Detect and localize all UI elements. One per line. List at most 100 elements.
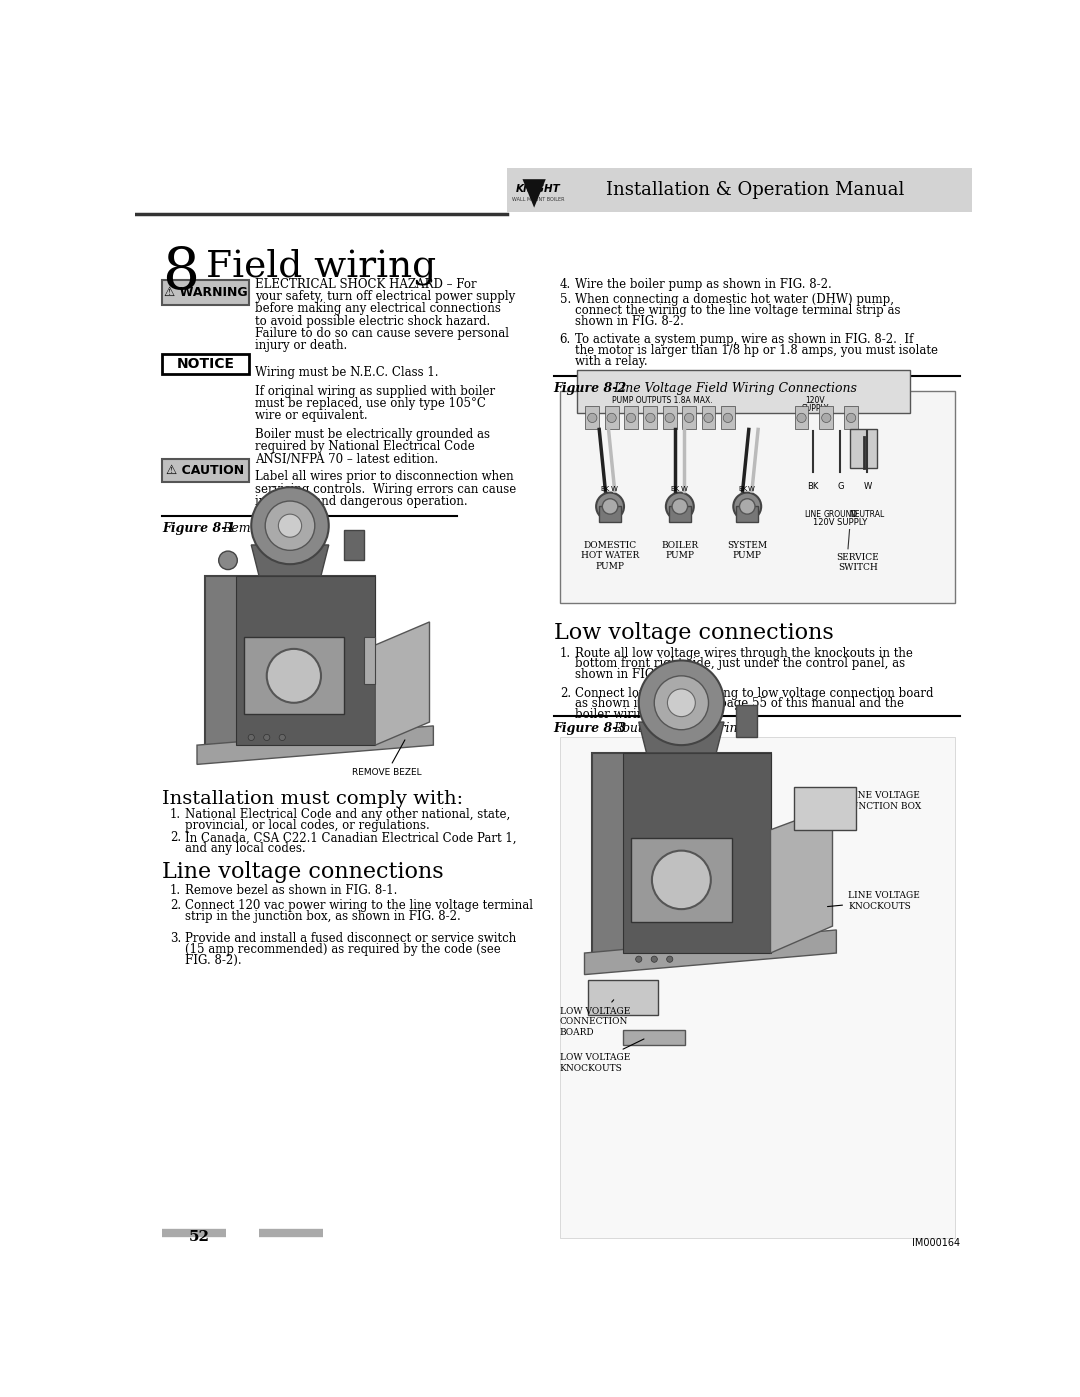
FancyBboxPatch shape [243,637,345,714]
Text: BK: BK [738,486,747,492]
Circle shape [740,499,755,514]
Text: G: G [837,482,843,490]
Text: boiler wiring diagram.: boiler wiring diagram. [576,708,708,721]
Text: SERVICE
SWITCH: SERVICE SWITCH [836,553,879,571]
Circle shape [667,689,696,717]
Text: LOW VOLTAGE
KNOCKOUTS: LOW VOLTAGE KNOCKOUTS [559,1039,644,1073]
Text: shown in FIG. 8-2.: shown in FIG. 8-2. [576,314,684,328]
Circle shape [646,414,656,422]
FancyBboxPatch shape [599,507,621,522]
Text: shown in FIG. 8-3.: shown in FIG. 8-3. [576,668,685,682]
Text: Installation must comply with:: Installation must comply with: [162,789,463,807]
Text: SUPPLY: SUPPLY [801,404,829,414]
Circle shape [654,676,708,729]
Text: Connect 120 vac power wiring to the line voltage terminal: Connect 120 vac power wiring to the line… [186,900,534,912]
Text: WALL MOUNT BOILER: WALL MOUNT BOILER [512,197,564,203]
Text: ⚠ WARNING: ⚠ WARNING [164,286,247,299]
Text: 2.: 2. [170,831,181,844]
Circle shape [248,735,255,740]
Circle shape [279,514,301,538]
FancyBboxPatch shape [585,407,599,429]
Circle shape [665,414,674,422]
Text: as shown in FIG. 8-4 on page 55 of this manual and the: as shown in FIG. 8-4 on page 55 of this … [576,697,904,711]
Text: 1.: 1. [170,884,181,897]
Circle shape [596,493,624,520]
Text: NOTICE: NOTICE [176,358,234,372]
Text: PUMP OUTPUTS 1.8A MAX.: PUMP OUTPUTS 1.8A MAX. [611,395,712,405]
Text: Figure 8-3: Figure 8-3 [554,722,626,735]
Text: 52: 52 [189,1231,210,1245]
Circle shape [264,735,270,740]
Text: W: W [680,486,688,492]
Text: LOW VOLTAGE
CONNECTION
BOARD: LOW VOLTAGE CONNECTION BOARD [559,1000,630,1037]
Polygon shape [375,622,430,745]
FancyBboxPatch shape [589,979,658,1014]
Circle shape [218,550,238,570]
Text: Line voltage connections: Line voltage connections [162,861,444,883]
Text: ELECTRICAL SHOCK HAZARD – For: ELECTRICAL SHOCK HAZARD – For [255,278,476,291]
Text: LINE VOLTAGE
JUNCTION BOX: LINE VOLTAGE JUNCTION BOX [815,791,922,810]
Polygon shape [584,930,836,975]
Text: 2.: 2. [559,686,571,700]
Text: FIG. 8-2).: FIG. 8-2). [186,954,242,967]
Text: and any local codes.: and any local codes. [186,842,306,855]
Circle shape [704,414,713,422]
Circle shape [607,414,617,422]
Polygon shape [197,726,433,764]
Circle shape [685,414,693,422]
FancyBboxPatch shape [592,753,770,953]
Text: W: W [748,486,755,492]
Text: wire or equivalent.: wire or equivalent. [255,409,368,422]
FancyBboxPatch shape [663,407,677,429]
Text: Wire the boiler pump as shown in FIG. 8-2.: Wire the boiler pump as shown in FIG. 8-… [576,278,832,291]
Text: 5.: 5. [559,293,571,306]
Text: Line Voltage Field Wiring Connections: Line Voltage Field Wiring Connections [613,381,858,395]
Polygon shape [770,806,833,953]
FancyBboxPatch shape [631,838,732,922]
Text: 2.: 2. [170,900,181,912]
Circle shape [822,414,831,422]
Text: BK: BK [671,486,679,492]
Text: SYSTEM
PUMP: SYSTEM PUMP [727,541,767,560]
Text: improper and dangerous operation.: improper and dangerous operation. [255,495,468,509]
Text: your safety, turn off electrical power supply: your safety, turn off electrical power s… [255,291,515,303]
FancyBboxPatch shape [559,391,955,602]
Text: Installation & Operation Manual: Installation & Operation Manual [606,182,904,198]
Text: Figure 8-1: Figure 8-1 [162,522,235,535]
Text: LINE VOLTAGE
KNOCKOUTS: LINE VOLTAGE KNOCKOUTS [827,891,920,911]
Text: bottom front right side, just under the control panel, as: bottom front right side, just under the … [576,658,905,671]
Text: BOILER
PUMP: BOILER PUMP [661,541,699,560]
Text: Remove bezel as shown in FIG. 8-1.: Remove bezel as shown in FIG. 8-1. [186,884,397,897]
Text: strip in the junction box, as shown in FIG. 8-2.: strip in the junction box, as shown in F… [186,909,461,923]
Text: Routing Field Wiring: Routing Field Wiring [613,722,745,735]
Text: LINE: LINE [805,510,822,520]
FancyBboxPatch shape [794,788,855,830]
Text: servicing controls.  Wiring errors can cause: servicing controls. Wiring errors can ca… [255,482,516,496]
Circle shape [279,735,285,740]
FancyBboxPatch shape [345,529,364,560]
Circle shape [588,414,597,422]
Circle shape [651,956,658,963]
FancyBboxPatch shape [820,407,834,429]
Text: must be replaced, use only type 105°C: must be replaced, use only type 105°C [255,397,486,411]
Polygon shape [252,545,328,576]
Circle shape [252,488,328,564]
Polygon shape [623,753,770,953]
Circle shape [266,502,314,550]
FancyBboxPatch shape [162,279,248,305]
FancyBboxPatch shape [644,407,658,429]
Circle shape [724,414,732,422]
Text: before making any electrical connections: before making any electrical connections [255,302,501,316]
Text: GROUND: GROUND [823,510,858,520]
Text: 6.: 6. [559,334,571,346]
Text: DOMESTIC
HOT WATER
PUMP: DOMESTIC HOT WATER PUMP [581,541,639,571]
Text: W: W [611,486,618,492]
Circle shape [847,414,855,422]
FancyBboxPatch shape [162,458,248,482]
FancyBboxPatch shape [850,429,877,468]
FancyBboxPatch shape [669,507,691,522]
Text: 1.: 1. [170,809,181,821]
FancyBboxPatch shape [559,738,955,1238]
FancyBboxPatch shape [507,168,972,212]
Text: Route all low voltage wires through the knockouts in the: Route all low voltage wires through the … [576,647,913,659]
